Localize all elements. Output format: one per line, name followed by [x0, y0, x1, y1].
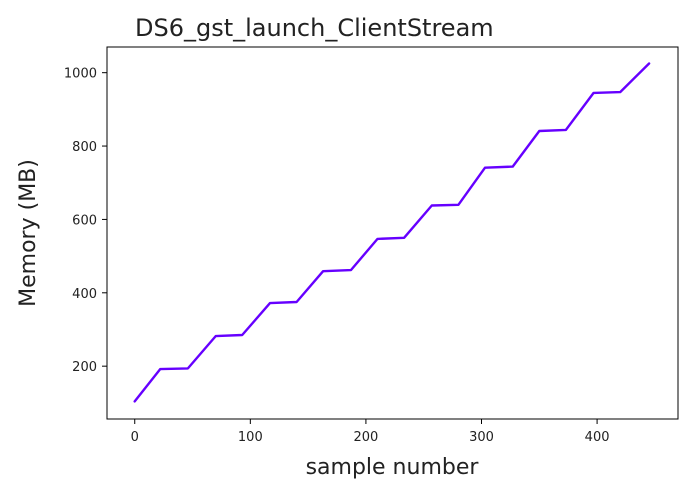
y-tick-label: 200: [72, 360, 97, 375]
y-axis-ticks: 200 400 600 800 1000: [64, 67, 107, 375]
x-tick-label: 100: [238, 430, 263, 445]
chart-title: DS6_gst_launch_ClientStream: [135, 14, 494, 42]
x-axis-label: sample number: [306, 455, 480, 480]
plot-frame: [106, 46, 679, 420]
series-layer: [133, 62, 651, 403]
y-tick-label: 1000: [64, 67, 97, 82]
y-axis-label: Memory (MB): [16, 159, 41, 307]
memory-series-line: [133, 62, 651, 403]
x-tick-label: 200: [354, 430, 379, 445]
x-tick-label: 0: [131, 430, 139, 445]
y-tick-label: 600: [72, 213, 97, 228]
y-tick-label: 400: [72, 287, 97, 302]
x-tick-label: 400: [585, 430, 610, 445]
y-tick-label: 800: [72, 140, 97, 155]
x-axis-ticks: 0 100 200 300 400: [131, 419, 610, 445]
x-tick-label: 300: [469, 430, 494, 445]
plot-area: [106, 46, 679, 420]
